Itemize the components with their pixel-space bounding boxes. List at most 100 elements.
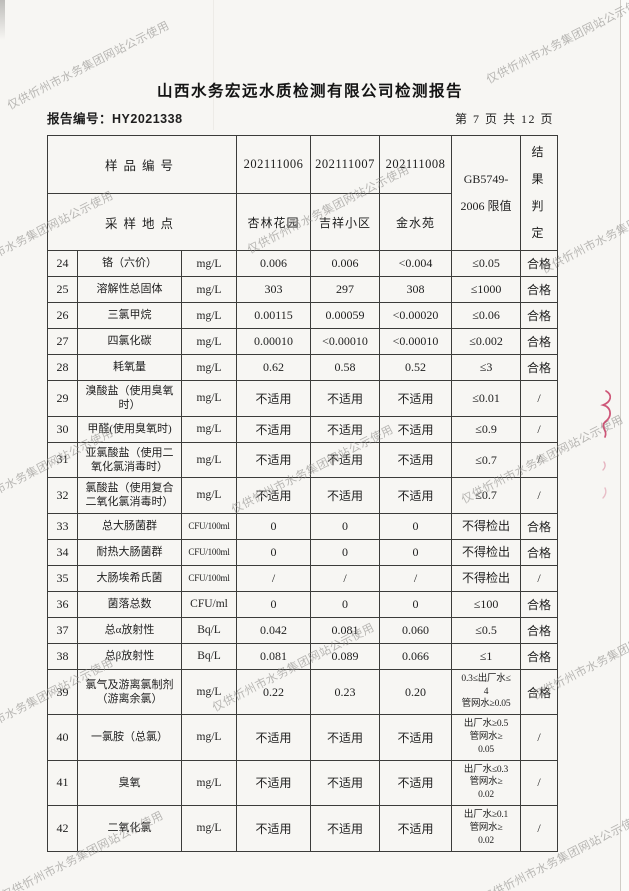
table-row: 33 总大肠菌群 CFU/100ml 0 0 0 不得检出 合格: [47, 512, 559, 540]
sample-3-value: 不适用: [379, 441, 453, 479]
limit-cell: 不得检出: [451, 512, 522, 540]
limit-cell: ≤0.01: [451, 380, 522, 417]
row-number: 38: [47, 642, 78, 670]
sample-3-value: 不适用: [379, 759, 453, 807]
table-row: 28 耗氧量 mg/L 0.62 0.58 0.52 ≤3 合格: [47, 354, 559, 381]
limit-cell: ≤0.002: [451, 328, 522, 355]
report-title: 山西水务宏远水质检测有限公司检测报告: [156, 83, 463, 100]
table-row: 27 四氯化碳 mg/L 0.00010 <0.00010 <0.00010 ≤0.002 合…: [47, 328, 559, 355]
header-location-2: 吉祥小区: [310, 193, 381, 251]
unit-cell: mg/L: [180, 805, 238, 852]
sample-2-value: 不适用: [310, 477, 381, 514]
sample-1-value: 0: [236, 538, 312, 566]
unit-cell: mg/L: [180, 668, 238, 716]
header-sample-id-1: 202111006: [236, 134, 312, 195]
table-row: 37 总α放射性 Bq/L 0.042 0.081 0.060 ≤0.5 合格: [47, 616, 559, 644]
watermark-text: 仅供忻州市水务集团网站公示使用: [484, 0, 629, 87]
sample-2-value: /: [310, 564, 381, 592]
sample-3-value: 不适用: [379, 380, 453, 417]
limit-cell: 出厂水≤0.3 管网水≥ 0.02: [451, 759, 522, 807]
parameter-name: 氯酸盐（使用复合 二氧化氯消毒时）: [77, 477, 182, 514]
unit-cell: mg/L: [180, 759, 238, 807]
row-number: 30: [47, 415, 78, 443]
result-cell: 合格: [520, 354, 559, 381]
sample-3-value: 0.20: [379, 668, 453, 716]
sample-1-value: 0.081: [236, 642, 312, 670]
result-cell: 合格: [520, 642, 559, 670]
unit-cell: CFU/100ml: [180, 538, 238, 566]
sample-1-value: 0.22: [236, 668, 312, 716]
result-cell: /: [520, 564, 559, 592]
result-cell: 合格: [520, 328, 559, 355]
result-cell: 合格: [520, 276, 559, 303]
table-row: 30 甲醛(使用臭氧时) mg/L 不适用 不适用 不适用 ≤0.9/: [47, 415, 559, 443]
sample-1-value: 0.042: [236, 616, 312, 644]
header-limit-line1: GB5749-: [463, 172, 509, 186]
sample-3-value: 0.52: [379, 354, 453, 381]
row-number: 37: [47, 616, 78, 644]
sample-1-value: 不适用: [236, 441, 312, 479]
header-result-line1: 结 果: [531, 145, 547, 186]
unit-cell: Bq/L: [180, 642, 238, 670]
table-row: 36 菌落总数 CFU/ml 0 0 0 ≤100 合格: [47, 590, 559, 618]
sample-1-value: 0.00115: [236, 302, 312, 329]
results-table: 样品编号 202111006 202111007 202111008 GB574…: [46, 134, 559, 852]
parameter-name: 大肠埃希氏菌: [77, 564, 182, 592]
table-row: 29 溴酸盐（使用臭氧 时） mg/L 不适用 不适用 不适用 ≤0.01/: [47, 380, 559, 417]
result-cell: /: [520, 714, 559, 761]
header-location-1: 杏林花园: [236, 193, 312, 251]
red-pen-mark: [600, 390, 612, 499]
scan-crease-artifact: [213, 0, 214, 130]
parameter-name: 溶解性总固体: [77, 276, 182, 303]
limit-cell: 出厂水≥0.5 管网水≥ 0.05: [451, 714, 522, 761]
row-number: 41: [47, 759, 78, 807]
parameter-name: 耐热大肠菌群: [77, 538, 182, 566]
sample-1-value: 303: [236, 276, 312, 303]
result-cell: 合格: [520, 668, 559, 716]
limit-cell: ≤0.7: [451, 441, 522, 479]
sample-3-value: /: [379, 564, 453, 592]
row-number: 29: [47, 380, 78, 417]
sample-2-value: 297: [310, 276, 381, 303]
sample-2-value: 不适用: [310, 805, 381, 852]
sample-3-value: 308: [379, 276, 453, 303]
row-number: 25: [47, 276, 78, 303]
row-number: 36: [47, 590, 78, 618]
limit-cell: ≤0.5: [451, 616, 522, 644]
sample-2-value: 0: [310, 512, 381, 540]
unit-cell: Bq/L: [180, 616, 238, 644]
sample-1-value: 不适用: [236, 415, 312, 443]
unit-cell: mg/L: [180, 276, 238, 303]
sample-1-value: 不适用: [236, 380, 312, 417]
sample-1-value: 不适用: [236, 805, 312, 852]
parameter-name: 臭氧: [77, 759, 182, 807]
row-number: 31: [47, 441, 78, 479]
limit-cell: 0.3≤出厂水≤ 4 管网水≥0.05: [451, 668, 522, 716]
row-number: 40: [47, 714, 78, 761]
limit-cell: ≤0.7: [451, 477, 522, 514]
parameter-name: 菌落总数: [77, 590, 182, 618]
sample-3-value: 不适用: [379, 805, 453, 852]
parameter-name: 总β放射性: [77, 642, 182, 670]
unit-cell: mg/L: [180, 328, 238, 355]
sample-1-value: 不适用: [236, 714, 312, 761]
table-row: 32 氯酸盐（使用复合 二氧化氯消毒时） mg/L 不适用 不适用 不适用 ≤0.7/: [47, 477, 559, 514]
sample-2-value: 0.00059: [310, 302, 381, 329]
parameter-name: 一氯胺（总氯）: [77, 714, 182, 761]
row-number: 27: [47, 328, 78, 355]
header-limit-line2: 2006 限值: [460, 199, 512, 213]
page-indicator: 第 7 页 共 12 页: [454, 112, 554, 126]
sample-2-value: 0.58: [310, 354, 381, 381]
sample-1-value: 0: [236, 512, 312, 540]
header-limit-column: GB5749- 2006 限值: [451, 135, 522, 251]
row-number: 28: [47, 354, 78, 381]
sample-2-value: 不适用: [310, 759, 381, 807]
result-cell: 合格: [520, 512, 559, 540]
header-location-3: 金水苑: [379, 193, 453, 251]
sample-2-value: 0.081: [310, 616, 381, 644]
table-row: 24 铬（六价） mg/L 0.006 0.006 <0.004 ≤0.05 合格: [47, 250, 559, 277]
row-number: 24: [47, 250, 78, 277]
sample-3-value: 不适用: [379, 415, 453, 443]
unit-cell: mg/L: [180, 477, 238, 514]
limit-cell: ≤3: [451, 354, 522, 381]
